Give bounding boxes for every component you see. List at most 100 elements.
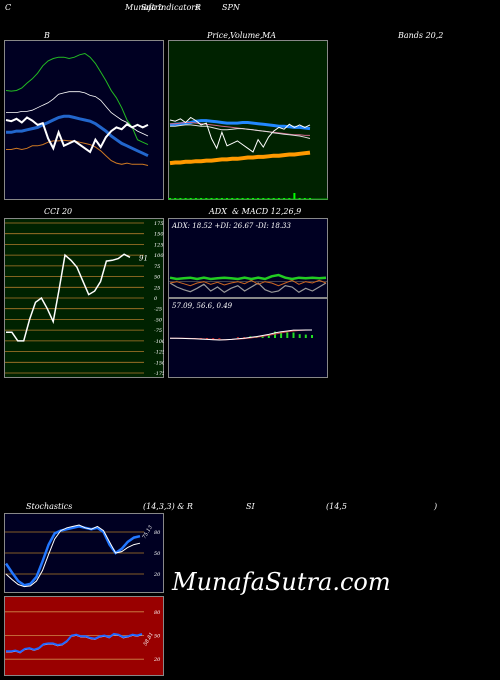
macd-panel: 57.09, 56.6, 0.49 — [168, 298, 328, 378]
volume-bar — [252, 198, 254, 199]
rsi-params: (14,5 — [326, 502, 347, 511]
ma-line-a — [170, 124, 311, 139]
cci-tick-label: -100 — [154, 339, 164, 345]
volume-bar — [288, 198, 291, 199]
volume-bar — [309, 198, 311, 199]
stoch-tick-label: 80 — [154, 530, 161, 536]
cci-tick-label: 25 — [153, 285, 160, 291]
header-indicators: Indicators — [158, 3, 200, 12]
cci-tick-label: 175 — [154, 221, 164, 227]
cci-title: CCI 20 — [44, 207, 73, 216]
volume-title: Volume, — [230, 31, 263, 40]
cci-tick-label: -175 — [154, 371, 164, 377]
volume-bar — [293, 193, 296, 199]
stoch-title-b: (14,3,3) & R — [143, 502, 193, 511]
rsi-tick-label: 20 — [153, 657, 161, 663]
volume-bar — [241, 198, 244, 199]
bands-title: Bands 20,2 — [398, 31, 444, 40]
volume-bar — [257, 198, 260, 199]
volume-bar — [303, 198, 306, 199]
bollinger-chart — [4, 40, 164, 200]
cci-tick-label: 100 — [154, 253, 164, 259]
adx-line — [169, 282, 327, 294]
stoch-tick-label: 20 — [153, 572, 161, 578]
si-title: SI — [246, 502, 255, 511]
adx-background — [168, 218, 328, 298]
adx-macd-title: ADX & MACD 12,26,9 — [209, 207, 302, 216]
volume-bar — [262, 198, 265, 199]
volume-bar — [169, 198, 171, 199]
cci-tick-label: -125 — [154, 350, 164, 356]
bollinger-mid-band-blue — [6, 114, 149, 158]
macd-label: 57.09, 56.6, 0.49 — [172, 302, 233, 310]
rsi-tick-label: 50 — [154, 634, 161, 640]
stoch-d-line — [5, 524, 141, 588]
price-ma-chart — [168, 40, 328, 200]
header-brand-a: Munafa — [125, 3, 156, 12]
volume-bar — [220, 198, 223, 199]
cci-tick-label: 0 — [154, 296, 158, 302]
bollinger-upper-band — [5, 52, 149, 146]
volume-bar — [283, 198, 286, 199]
bollinger-mid-band-white — [6, 91, 149, 137]
header-symbol: SPN — [222, 3, 240, 12]
plus-di-line — [169, 273, 327, 281]
cci-panel: 175 150 125 100 75 50 25 0 -25 -50 -75 -100 -125 -150… — [4, 218, 164, 378]
adx-chart: ADX: 18.52 +DI: 26.67 -DI: 18.33 — [168, 218, 328, 298]
volume-bar — [200, 198, 203, 199]
ma-title: MA — [262, 31, 276, 40]
volume-bar — [277, 198, 280, 199]
adx-label: ADX: 18.52 +DI: 26.67 -DI: 18.33 — [171, 222, 292, 230]
cci-tick-label: -150 — [154, 360, 164, 366]
price-ma-panel — [168, 40, 328, 200]
price-ma-background — [168, 40, 328, 200]
volume-bar — [246, 198, 249, 199]
volume-bar — [184, 198, 187, 199]
volume-bar — [272, 198, 275, 199]
volume-bar — [236, 198, 239, 199]
stoch-tick-label: 50 — [154, 551, 161, 557]
header-brand-b: Sutra — [141, 3, 164, 12]
stoch-title-a: Stochastics — [26, 502, 73, 511]
cci-tick-label: 150 — [154, 232, 164, 238]
macd-chart: 57.09, 56.6, 0.49 — [168, 298, 328, 378]
cci-tick-label: -25 — [154, 307, 162, 313]
bollinger-price-line — [5, 116, 149, 154]
ma-line-d — [169, 150, 311, 166]
macd-line — [170, 329, 312, 341]
stoch-k-line — [4, 525, 141, 587]
volume-bar — [174, 198, 177, 199]
volume-bar — [226, 198, 228, 199]
cci-value-label: 91 — [139, 254, 148, 262]
watermark: MunafaSutra.com — [172, 568, 391, 596]
volume-bar — [231, 198, 234, 199]
cci-tick-label: 75 — [154, 264, 160, 270]
rsi-line — [6, 632, 143, 654]
rsi-tick-label: 80 — [154, 610, 161, 616]
bollinger-panel — [4, 40, 164, 200]
header-r: R — [195, 3, 202, 12]
ma-price-line — [169, 116, 311, 153]
cci-chart: 175 150 125 100 75 50 25 0 -25 -50 -75 -100 -125 -150… — [4, 218, 164, 378]
volume-bar — [189, 198, 192, 199]
volume-bar — [298, 198, 301, 199]
bb-title: B — [44, 31, 50, 40]
cci-tick-label: 125 — [154, 242, 164, 248]
cci-tick-label: 50 — [154, 275, 161, 281]
cci-tick-label: -75 — [154, 328, 162, 334]
header-c: C — [5, 3, 12, 12]
volume-bar — [267, 198, 270, 199]
price-title: Price, — [207, 31, 231, 40]
volume-bar — [215, 198, 218, 199]
rsi-panel: 80 50 20 58.81 — [4, 596, 164, 676]
cci-line — [6, 253, 131, 342]
rsi-close: ) — [434, 502, 438, 511]
volume-bar — [179, 198, 182, 199]
volume-bar — [194, 198, 197, 199]
stochastics-panel: 80 50 20 75.13 — [4, 513, 164, 593]
volume-bar — [205, 198, 208, 199]
minus-di-line — [169, 279, 327, 287]
volume-bar — [210, 198, 213, 199]
